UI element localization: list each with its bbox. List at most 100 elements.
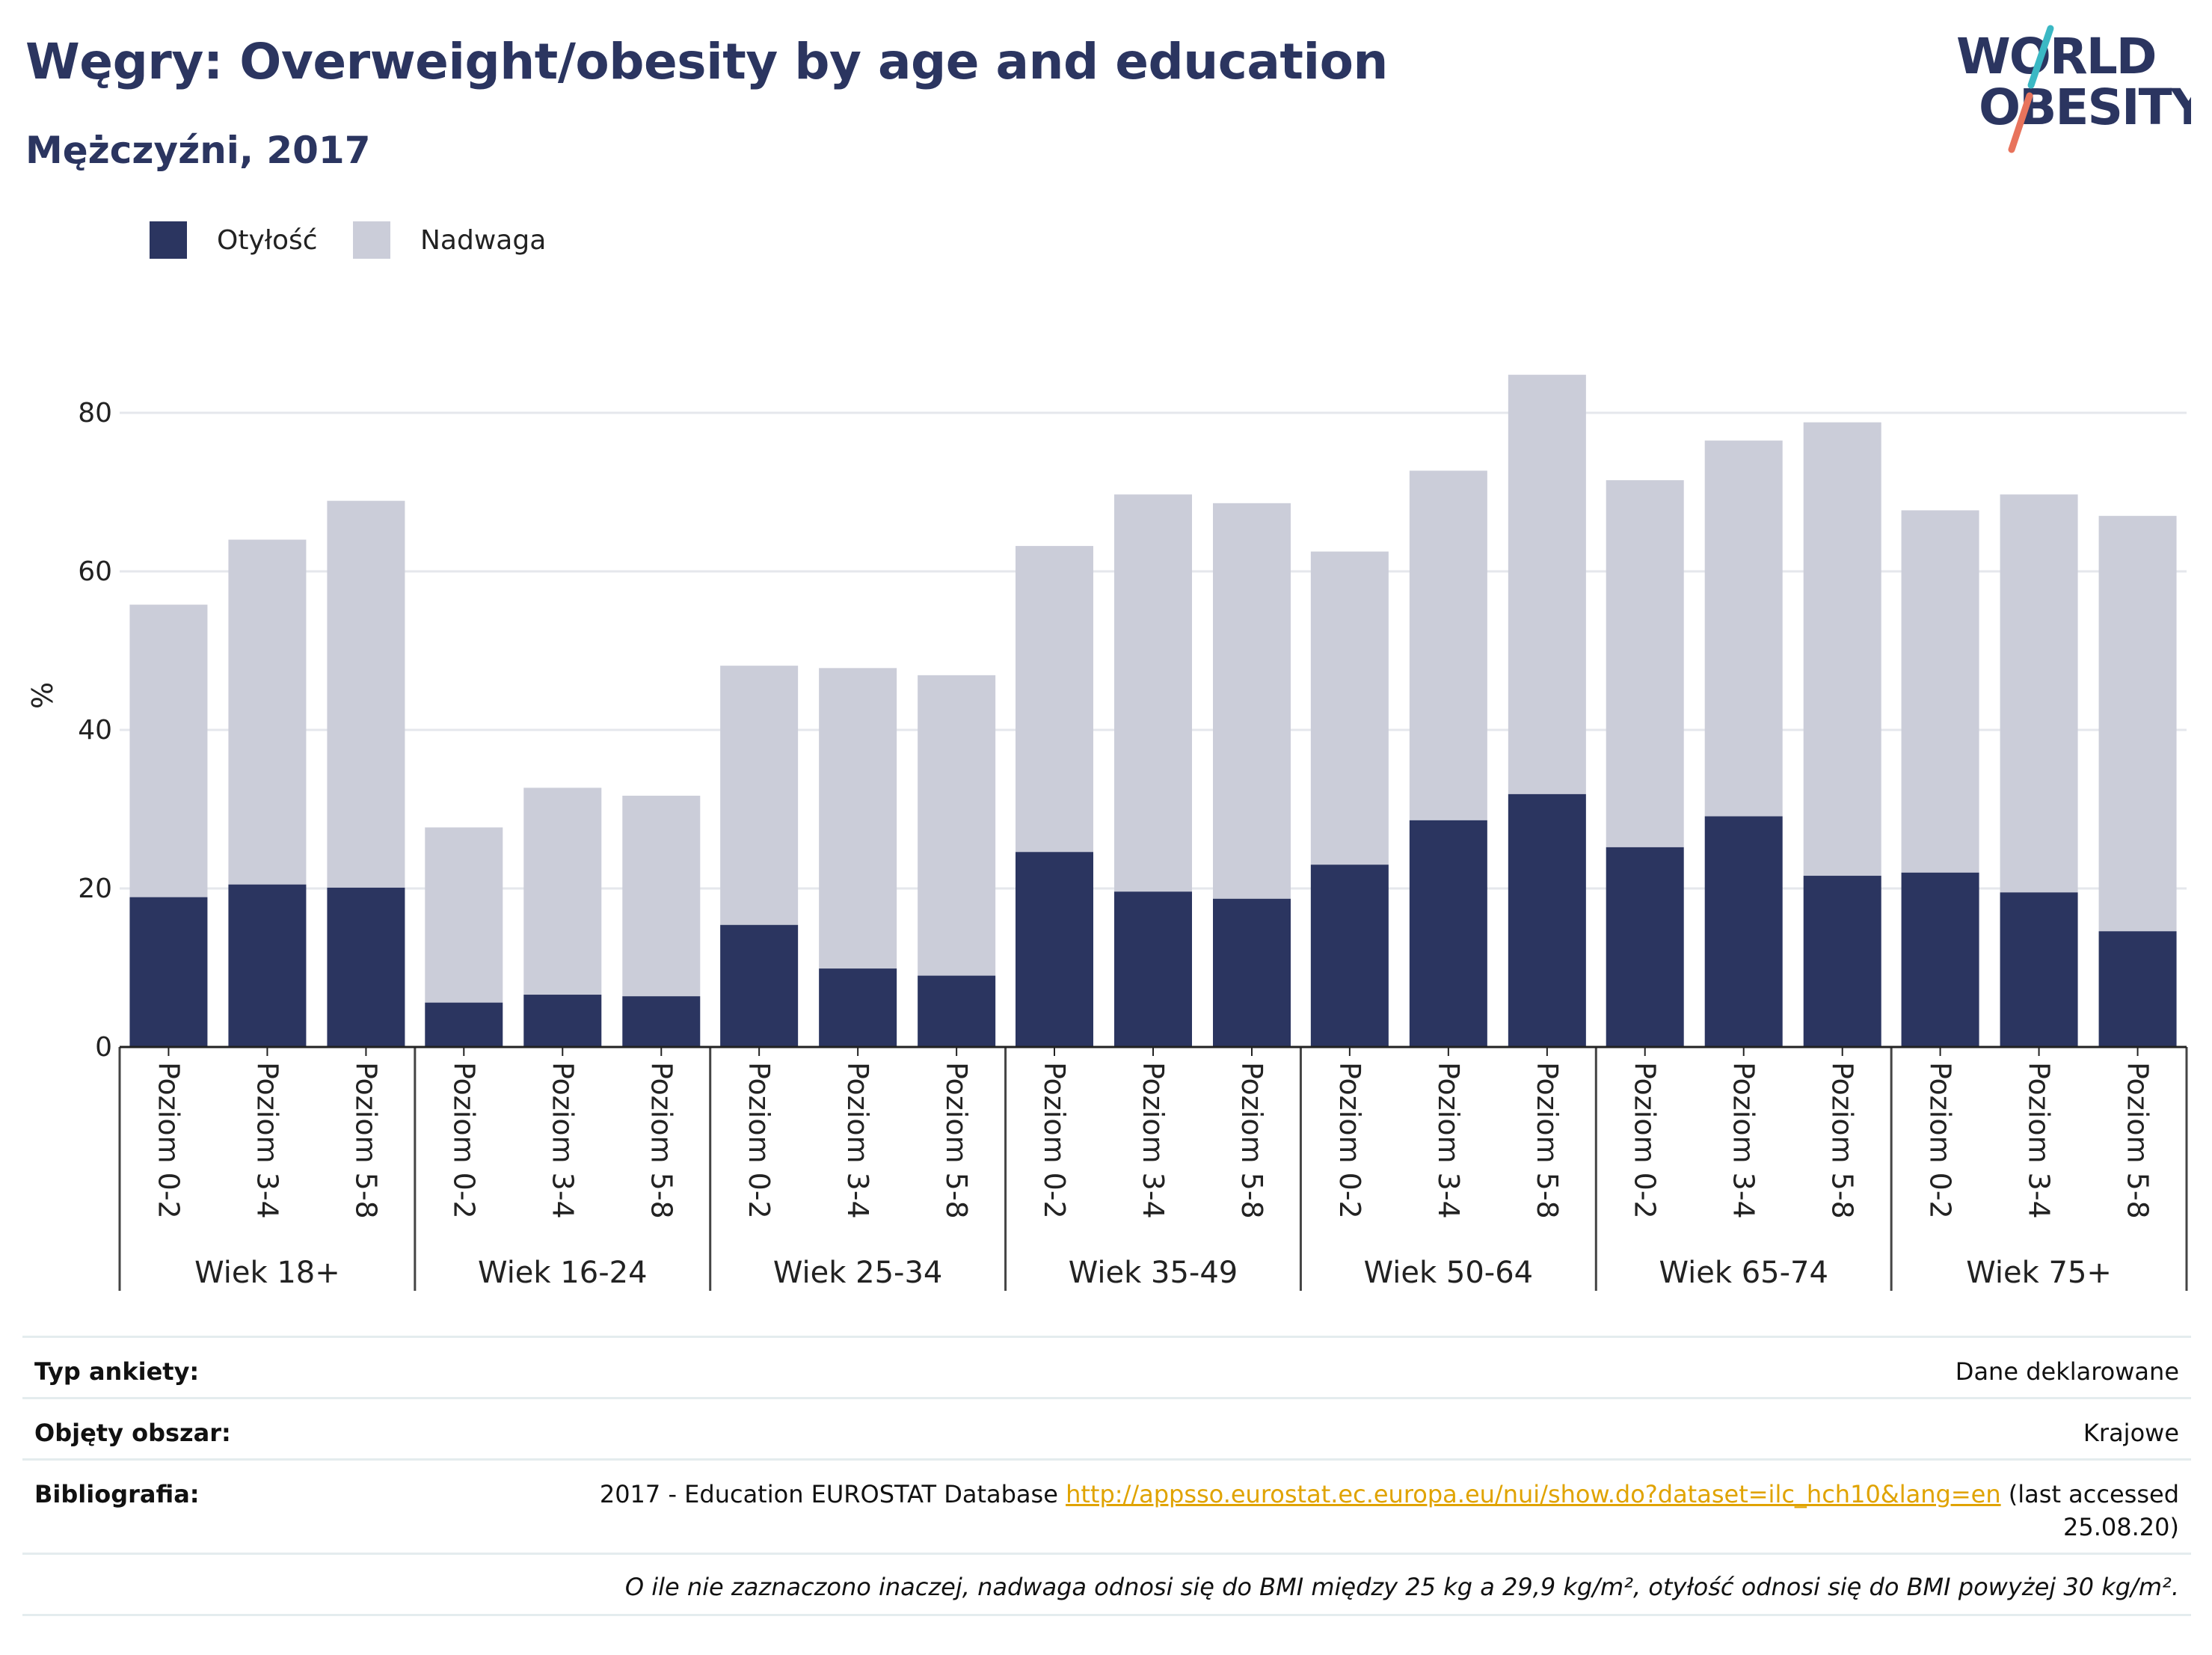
bar-otylosc bbox=[327, 887, 405, 1047]
x-group-label: Wiek 75+ bbox=[1966, 1256, 2112, 1290]
bibliography-text: 2017 - Education EUROSTAT Database bbox=[599, 1480, 1066, 1508]
bar-otylosc bbox=[1409, 820, 1487, 1047]
bar-nadwaga bbox=[129, 604, 208, 897]
legend-item-nadwaga: Nadwaga bbox=[353, 221, 546, 259]
y-tick-label: 60 bbox=[78, 556, 112, 587]
bar-nadwaga bbox=[1409, 470, 1487, 820]
x-category-label: Poziom 3-4 bbox=[251, 1062, 283, 1219]
bar-otylosc bbox=[1508, 793, 1586, 1047]
x-category-label: Poziom 5-8 bbox=[940, 1062, 973, 1219]
bar-otylosc bbox=[1704, 816, 1783, 1047]
bar-nadwaga bbox=[1016, 546, 1093, 853]
bar-nadwaga bbox=[1310, 551, 1389, 865]
bar-nadwaga bbox=[819, 668, 897, 969]
bar-nadwaga bbox=[523, 787, 602, 995]
legend-label-otylosc: Otyłość bbox=[217, 224, 318, 256]
survey-type-value: Dane deklarowane bbox=[1955, 1357, 2179, 1386]
legend-label-nadwaga: Nadwaga bbox=[420, 224, 547, 256]
bibliography-label: Bibliografia: bbox=[34, 1480, 200, 1508]
x-category-label: Poziom 3-4 bbox=[1727, 1062, 1760, 1219]
svg-text:OBESITY: OBESITY bbox=[1979, 79, 2191, 136]
x-category-label: Poziom 3-4 bbox=[2023, 1062, 2056, 1219]
bar-chart: 0 20 40 60 80% Poziom 0-2 Poziom 3-4 Poziom 5-8… bbox=[26, 375, 2188, 1291]
x-category-label: Poziom 5-8 bbox=[2122, 1062, 2154, 1219]
bar-nadwaga bbox=[918, 675, 996, 976]
bar-nadwaga bbox=[1606, 480, 1684, 847]
meta-row-area: Objęty obszar: Krajowe bbox=[22, 1397, 2191, 1459]
bar-nadwaga bbox=[1114, 494, 1192, 892]
meta-row-bibliography: Bibliografia: 2017 - Education EUROSTAT … bbox=[22, 1458, 2191, 1553]
bar-otylosc bbox=[425, 1002, 503, 1047]
y-axis-label: % bbox=[26, 682, 59, 709]
bar-nadwaga bbox=[2000, 494, 2078, 893]
page-subtitle: Mężczyźni, 2017 bbox=[25, 129, 371, 172]
x-category-label: Poziom 0-2 bbox=[743, 1062, 775, 1219]
definition-note: O ile nie zaznaczono inaczej, nadwaga od… bbox=[624, 1573, 2179, 1601]
y-tick-label: 40 bbox=[78, 715, 112, 746]
bar-otylosc bbox=[918, 975, 996, 1047]
bar-nadwaga bbox=[1704, 440, 1783, 817]
x-category-label: Poziom 3-4 bbox=[546, 1062, 579, 1219]
y-tick-label: 20 bbox=[78, 873, 112, 904]
bar-otylosc bbox=[1803, 876, 1881, 1047]
x-category-label: Poziom 5-8 bbox=[1826, 1062, 1859, 1219]
bar-nadwaga bbox=[1508, 375, 1586, 794]
bibliography-date: 25.08.20) bbox=[2063, 1513, 2179, 1541]
bar-nadwaga bbox=[327, 500, 405, 888]
x-category-label: Poziom 0-2 bbox=[1333, 1062, 1366, 1219]
bar-otylosc bbox=[2098, 931, 2177, 1047]
bar-otylosc bbox=[228, 884, 307, 1047]
x-group-label: Wiek 65-74 bbox=[1659, 1256, 1828, 1290]
bar-otylosc bbox=[1114, 891, 1192, 1047]
x-category-label: Poziom 3-4 bbox=[1137, 1062, 1170, 1219]
world-obesity-logo: WORLD OBESITY bbox=[1956, 25, 2191, 153]
bar-nadwaga bbox=[622, 795, 701, 997]
x-category-label: Poziom 5-8 bbox=[349, 1062, 382, 1219]
bar-otylosc bbox=[1016, 852, 1093, 1047]
bar-nadwaga bbox=[1803, 422, 1881, 876]
x-group-label: Wiek 35-49 bbox=[1069, 1256, 1238, 1290]
meta-row-note: O ile nie zaznaczono inaczej, nadwaga od… bbox=[22, 1553, 2191, 1615]
bar-otylosc bbox=[523, 995, 602, 1047]
bar-otylosc bbox=[1901, 872, 1979, 1047]
x-category-label: Poziom 0-2 bbox=[1629, 1062, 1662, 1219]
bar-nadwaga bbox=[2098, 515, 2177, 932]
bar-otylosc bbox=[1310, 865, 1389, 1047]
bibliography-suffix: (last accessed bbox=[2000, 1480, 2179, 1508]
x-category-label: Poziom 3-4 bbox=[841, 1062, 874, 1219]
bar-otylosc bbox=[129, 897, 208, 1047]
bar-nadwaga bbox=[228, 539, 307, 885]
legend-swatch-nadwaga bbox=[353, 221, 390, 259]
bar-otylosc bbox=[1606, 847, 1684, 1047]
x-group-label: Wiek 18+ bbox=[194, 1256, 340, 1290]
x-category-label: Poziom 3-4 bbox=[1432, 1062, 1465, 1219]
x-category-label: Poziom 0-2 bbox=[1924, 1062, 1957, 1219]
y-tick-label: 80 bbox=[78, 398, 112, 429]
bar-otylosc bbox=[720, 924, 799, 1047]
legend-swatch-otylosc bbox=[150, 221, 187, 259]
x-category-label: Poziom 0-2 bbox=[1038, 1062, 1071, 1219]
page-title: Węgry: Overweight/obesity by age and edu… bbox=[25, 33, 1388, 90]
area-value: Krajowe bbox=[2083, 1419, 2179, 1447]
bibliography-link[interactable]: http://appsso.eurostat.ec.europa.eu/nui/… bbox=[1066, 1480, 2001, 1508]
bar-otylosc bbox=[2000, 892, 2078, 1047]
area-label: Objęty obszar: bbox=[34, 1419, 231, 1447]
bar-otylosc bbox=[622, 996, 701, 1047]
legend-item-otylosc: Otyłość bbox=[150, 221, 318, 259]
bar-nadwaga bbox=[1901, 510, 1979, 873]
x-category-label: Poziom 5-8 bbox=[1531, 1062, 1564, 1219]
x-category-label: Poziom 5-8 bbox=[1235, 1062, 1268, 1219]
x-category-label: Poziom 0-2 bbox=[152, 1062, 185, 1219]
x-group-label: Wiek 25-34 bbox=[773, 1256, 943, 1290]
survey-type-label: Typ ankiety: bbox=[34, 1357, 200, 1386]
x-group-label: Wiek 16-24 bbox=[478, 1256, 648, 1290]
x-group-label: Wiek 50-64 bbox=[1364, 1256, 1534, 1290]
bar-nadwaga bbox=[720, 666, 799, 925]
svg-text:WORLD: WORLD bbox=[1956, 28, 2156, 85]
bibliography-line: 2017 - Education EUROSTAT Database http:… bbox=[600, 1480, 2179, 1508]
meta-bottom-rule bbox=[22, 1614, 2191, 1617]
meta-row-survey: Typ ankiety: Dane deklarowane bbox=[22, 1336, 2191, 1398]
bar-nadwaga bbox=[1213, 503, 1291, 899]
bar-nadwaga bbox=[425, 827, 503, 1003]
x-category-label: Poziom 5-8 bbox=[645, 1062, 678, 1219]
